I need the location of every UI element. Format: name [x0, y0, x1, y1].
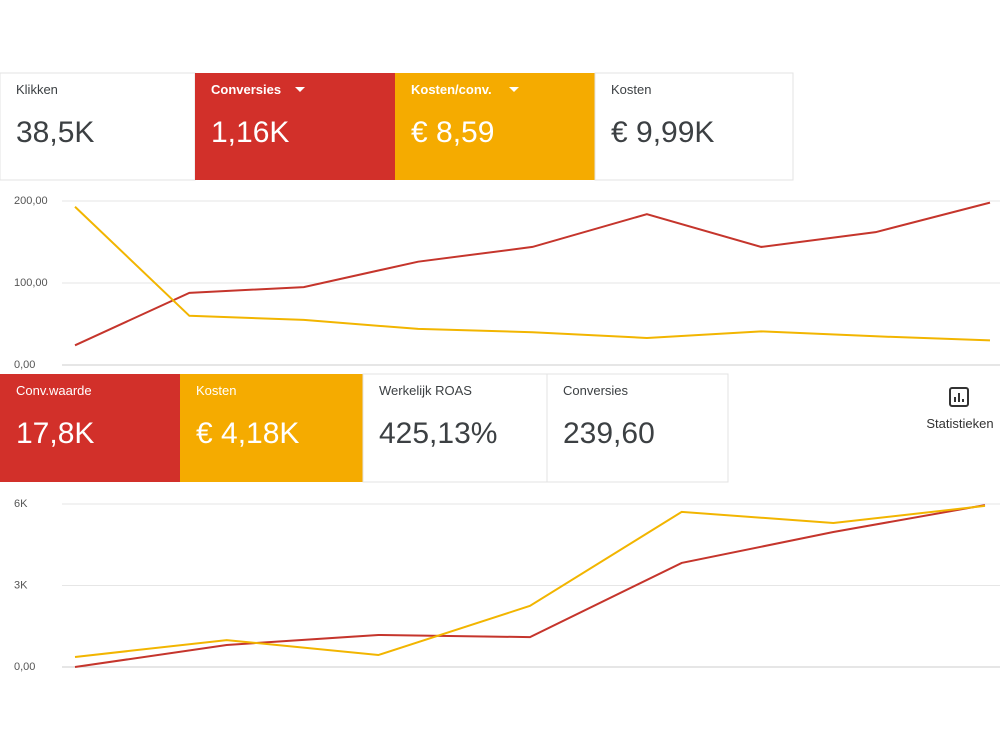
series-line: [74, 504, 986, 668]
metric-value: 1,16K: [211, 116, 289, 149]
series-line: [74, 504, 986, 658]
stats-button[interactable]: Statistieken: [926, 387, 994, 431]
metric-label: Kosten: [196, 383, 236, 398]
metric-label: Kosten/conv.: [411, 82, 492, 97]
metric-value: € 4,18K: [196, 417, 299, 450]
series-line: [74, 201, 991, 347]
y-tick-label: 100,00: [14, 277, 48, 289]
metric-value: € 9,99K: [611, 116, 714, 149]
stats-label[interactable]: Statistieken: [926, 416, 993, 431]
metric-label: Conversies: [211, 82, 281, 97]
y-tick-label: 0,00: [14, 661, 35, 673]
metric-card[interactable]: [546, 373, 729, 483]
metric-value: 239,60: [563, 417, 655, 450]
metric-card[interactable]: [0, 374, 180, 482]
metric-label: Klikken: [16, 82, 58, 97]
metric-card[interactable]: [180, 374, 363, 482]
metric-card[interactable]: [195, 73, 395, 180]
metric-label: Conversies: [563, 383, 629, 398]
metric-label: Kosten: [611, 82, 651, 97]
dropdown-arrow[interactable]: [295, 87, 305, 92]
stats-icon: [949, 387, 969, 407]
dropdown-arrow[interactable]: [509, 87, 519, 92]
metric-value: 17,8K: [16, 417, 94, 450]
y-tick-label: 0,00: [14, 359, 35, 371]
metric-label: Conv.waarde: [16, 383, 92, 398]
metric-card[interactable]: [395, 73, 595, 180]
metric-value: € 8,59: [411, 116, 494, 149]
metric-card[interactable]: [0, 72, 196, 181]
metric-value: 38,5K: [16, 116, 94, 149]
metric-label: Werkelijk ROAS: [379, 383, 472, 398]
y-tick-label: 6K: [14, 498, 28, 510]
series-line: [74, 206, 991, 342]
y-tick-label: 3K: [14, 579, 28, 591]
metric-value: 425,13%: [379, 417, 497, 450]
metric-card[interactable]: [594, 72, 794, 181]
y-tick-label: 200,00: [14, 195, 48, 207]
